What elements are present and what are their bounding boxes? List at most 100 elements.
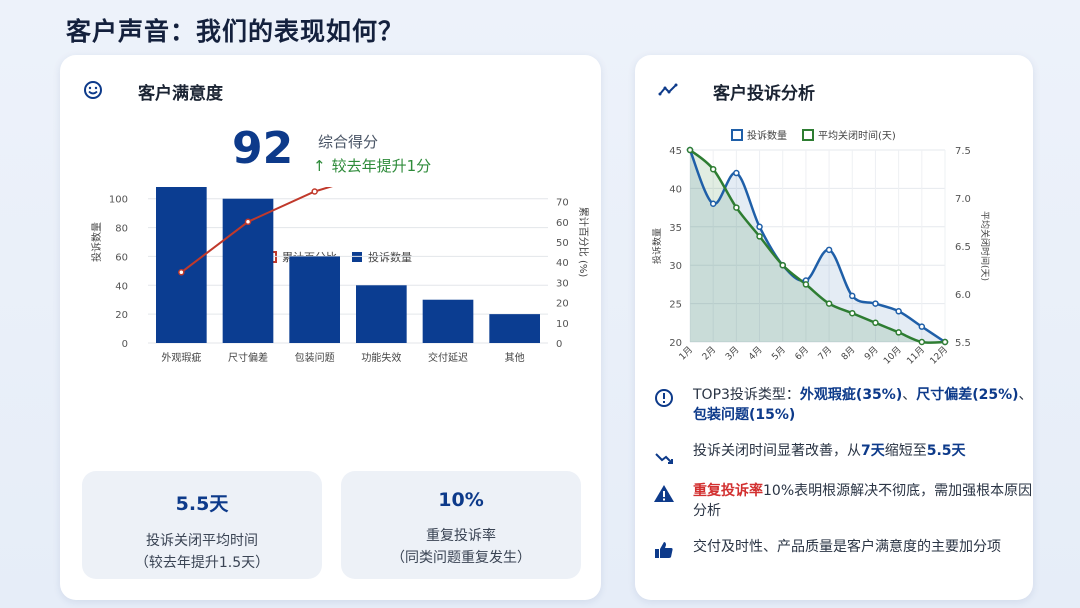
close-point	[918, 338, 926, 346]
kpi-value: 5.5天	[175, 493, 229, 515]
y-tick-label: 40	[669, 184, 682, 195]
arrow-up-icon: ↑	[313, 157, 326, 175]
x-tick-label: 10月	[882, 344, 904, 366]
complaint-point	[756, 223, 763, 231]
cumulative-point	[311, 188, 318, 195]
insight-span: 投诉关闭时间显著改善，从	[693, 443, 861, 459]
kpi-sublabel: （较去年提升1.5天）	[134, 555, 270, 571]
y-tick-label: 60	[115, 252, 128, 263]
insight-text: 重复投诉率10%表明根源解决不彻底，需加强根本原因分析	[693, 481, 1038, 521]
complaint-point	[825, 246, 833, 254]
close-point	[686, 146, 694, 154]
insight-highlight: 尺寸偏差(25%)	[916, 387, 1019, 403]
y-tick-label: 20	[115, 310, 128, 321]
insight-span: 交付及时性、产品质量是客户满意度的主要加分项	[693, 539, 1001, 555]
bar	[356, 285, 407, 343]
insight-plus: 交付及时性、产品质量是客户满意度的主要加分项	[653, 537, 1033, 579]
complaint-point	[895, 308, 902, 315]
y2-tick-label: 5.5	[955, 338, 971, 349]
exclamation-circle-icon	[655, 389, 673, 407]
y2-axis-title: 累计百分比 (%)	[577, 207, 590, 278]
y2-tick-label: 7.5	[955, 146, 971, 157]
legend-swatch-count	[352, 252, 362, 262]
insight-highlight: 7天	[861, 443, 885, 459]
bar	[489, 314, 540, 343]
legend-label: 投诉数量	[368, 250, 412, 264]
y-tick-label: 45	[669, 146, 682, 157]
y-tick-label: 25	[669, 300, 682, 311]
complaints-card: 客户投诉分析 投诉数量 平均关闭时间(天) 20 25 30 35 40 45 5.5 6.0 6.…	[635, 55, 1033, 600]
satisfaction-card: 客户满意度 92 综合得分 ↑较去年提升1分 累计百分比投诉数量02040608…	[60, 55, 601, 600]
x-tick-label: 9月	[862, 344, 880, 362]
bar	[289, 256, 340, 343]
complaint-point	[849, 292, 856, 300]
x-tick-label: 12月	[928, 344, 950, 366]
page-title: 客户声音：我们的表现如何？	[66, 17, 405, 46]
satisfaction-title: 客户满意度	[138, 84, 223, 104]
insight-span: 10%表明根源解决不彻底，需加强根本原因分析	[693, 483, 1033, 519]
y2-tick-label: 70	[556, 198, 569, 209]
smile-icon	[84, 81, 102, 99]
x-tick-label: 7月	[816, 344, 834, 362]
kpi-repeat-rate: 10% 重复投诉率 （同类问题重复发生）	[341, 471, 581, 579]
y-axis-title: 投诉数量	[90, 222, 103, 262]
close-point	[779, 261, 786, 269]
close-point	[895, 329, 902, 336]
y2-tick-label: 80	[556, 187, 569, 188]
insight-span: TOP3投诉类型：	[693, 387, 800, 403]
insight-highlight: 5.5天	[926, 443, 966, 459]
kpi-label: 重复投诉率	[426, 528, 496, 544]
insight-close-time: 投诉关闭时间显著改善，从7天缩短至5.5天	[653, 441, 1033, 465]
close-point	[733, 204, 740, 211]
complaints-title: 客户投诉分析	[713, 84, 815, 104]
insight-highlight: 重复投诉率	[693, 483, 763, 499]
thumbs-up-icon	[655, 542, 673, 558]
x-tick-label: 2月	[700, 344, 718, 362]
insight-repeat: 重复投诉率10%表明根源解决不彻底，需加强根本原因分析	[653, 481, 1033, 523]
close-point	[941, 338, 949, 346]
trend-down-icon	[655, 453, 673, 464]
trend-line-icon	[658, 83, 678, 96]
x-tick-label: 8月	[839, 344, 857, 362]
x-tick-label: 4月	[746, 344, 764, 362]
score-delta: ↑ 较去年提升1分	[313, 155, 431, 176]
insight-span: 、	[902, 387, 917, 403]
y-tick-label: 80	[115, 224, 128, 235]
legend-label: 平均关闭时间(天)	[818, 129, 896, 142]
bar	[156, 187, 207, 343]
insight-span: 缩短至	[884, 443, 927, 459]
kpi-close-time: 5.5天 投诉关闭平均时间 （较去年提升1.5天）	[82, 471, 322, 579]
score-label: 综合得分	[318, 133, 379, 151]
score-delta-text: 较去年提升1分	[331, 157, 432, 175]
warning-triangle-icon	[654, 485, 674, 502]
complaint-point	[918, 323, 926, 330]
insight-highlight: 包装问题(15%)	[693, 407, 796, 423]
x-tick-label: 其他	[505, 351, 525, 364]
complaints-header: 客户投诉分析	[635, 77, 1033, 105]
y-tick-label: 20	[669, 338, 682, 349]
kpi-value: 10%	[438, 489, 484, 511]
complaint-trend-chart: 投诉数量 平均关闭时间(天)2025303540455.56.06.57.07.5…	[651, 129, 991, 367]
legend-swatch-close	[802, 129, 814, 141]
y-tick-label: 30	[669, 261, 682, 272]
y2-tick-label: 6.5	[955, 242, 971, 253]
y2-tick-label: 50	[556, 238, 569, 249]
y-axis-title: 投诉数量	[651, 228, 663, 264]
x-tick-label: 5月	[770, 344, 788, 362]
y2-tick-label: 60	[556, 218, 569, 229]
complaint-point	[733, 169, 740, 177]
y2-tick-label: 40	[556, 258, 569, 269]
legend-swatch-count	[731, 129, 743, 141]
y-tick-label: 100	[109, 195, 128, 206]
insight-top3: TOP3投诉类型：外观瑕疵(35%)、尺寸偏差(25%)、包装问题(15%)	[653, 385, 1033, 427]
y-tick-label: 40	[115, 281, 128, 292]
insight-text: TOP3投诉类型：外观瑕疵(35%)、尺寸偏差(25%)、包装问题(15%)	[693, 385, 1038, 425]
kpi-label: 投诉关闭平均时间	[146, 533, 258, 549]
satisfaction-header: 客户满意度	[60, 77, 601, 105]
y2-tick-label: 0	[556, 339, 562, 350]
y2-tick-label: 20	[556, 299, 569, 310]
bar	[422, 299, 474, 343]
x-tick-label: 包装问题	[295, 351, 335, 364]
score-value: 92	[232, 123, 294, 174]
y2-axis-title: 平均关闭时间(天)	[979, 211, 991, 281]
